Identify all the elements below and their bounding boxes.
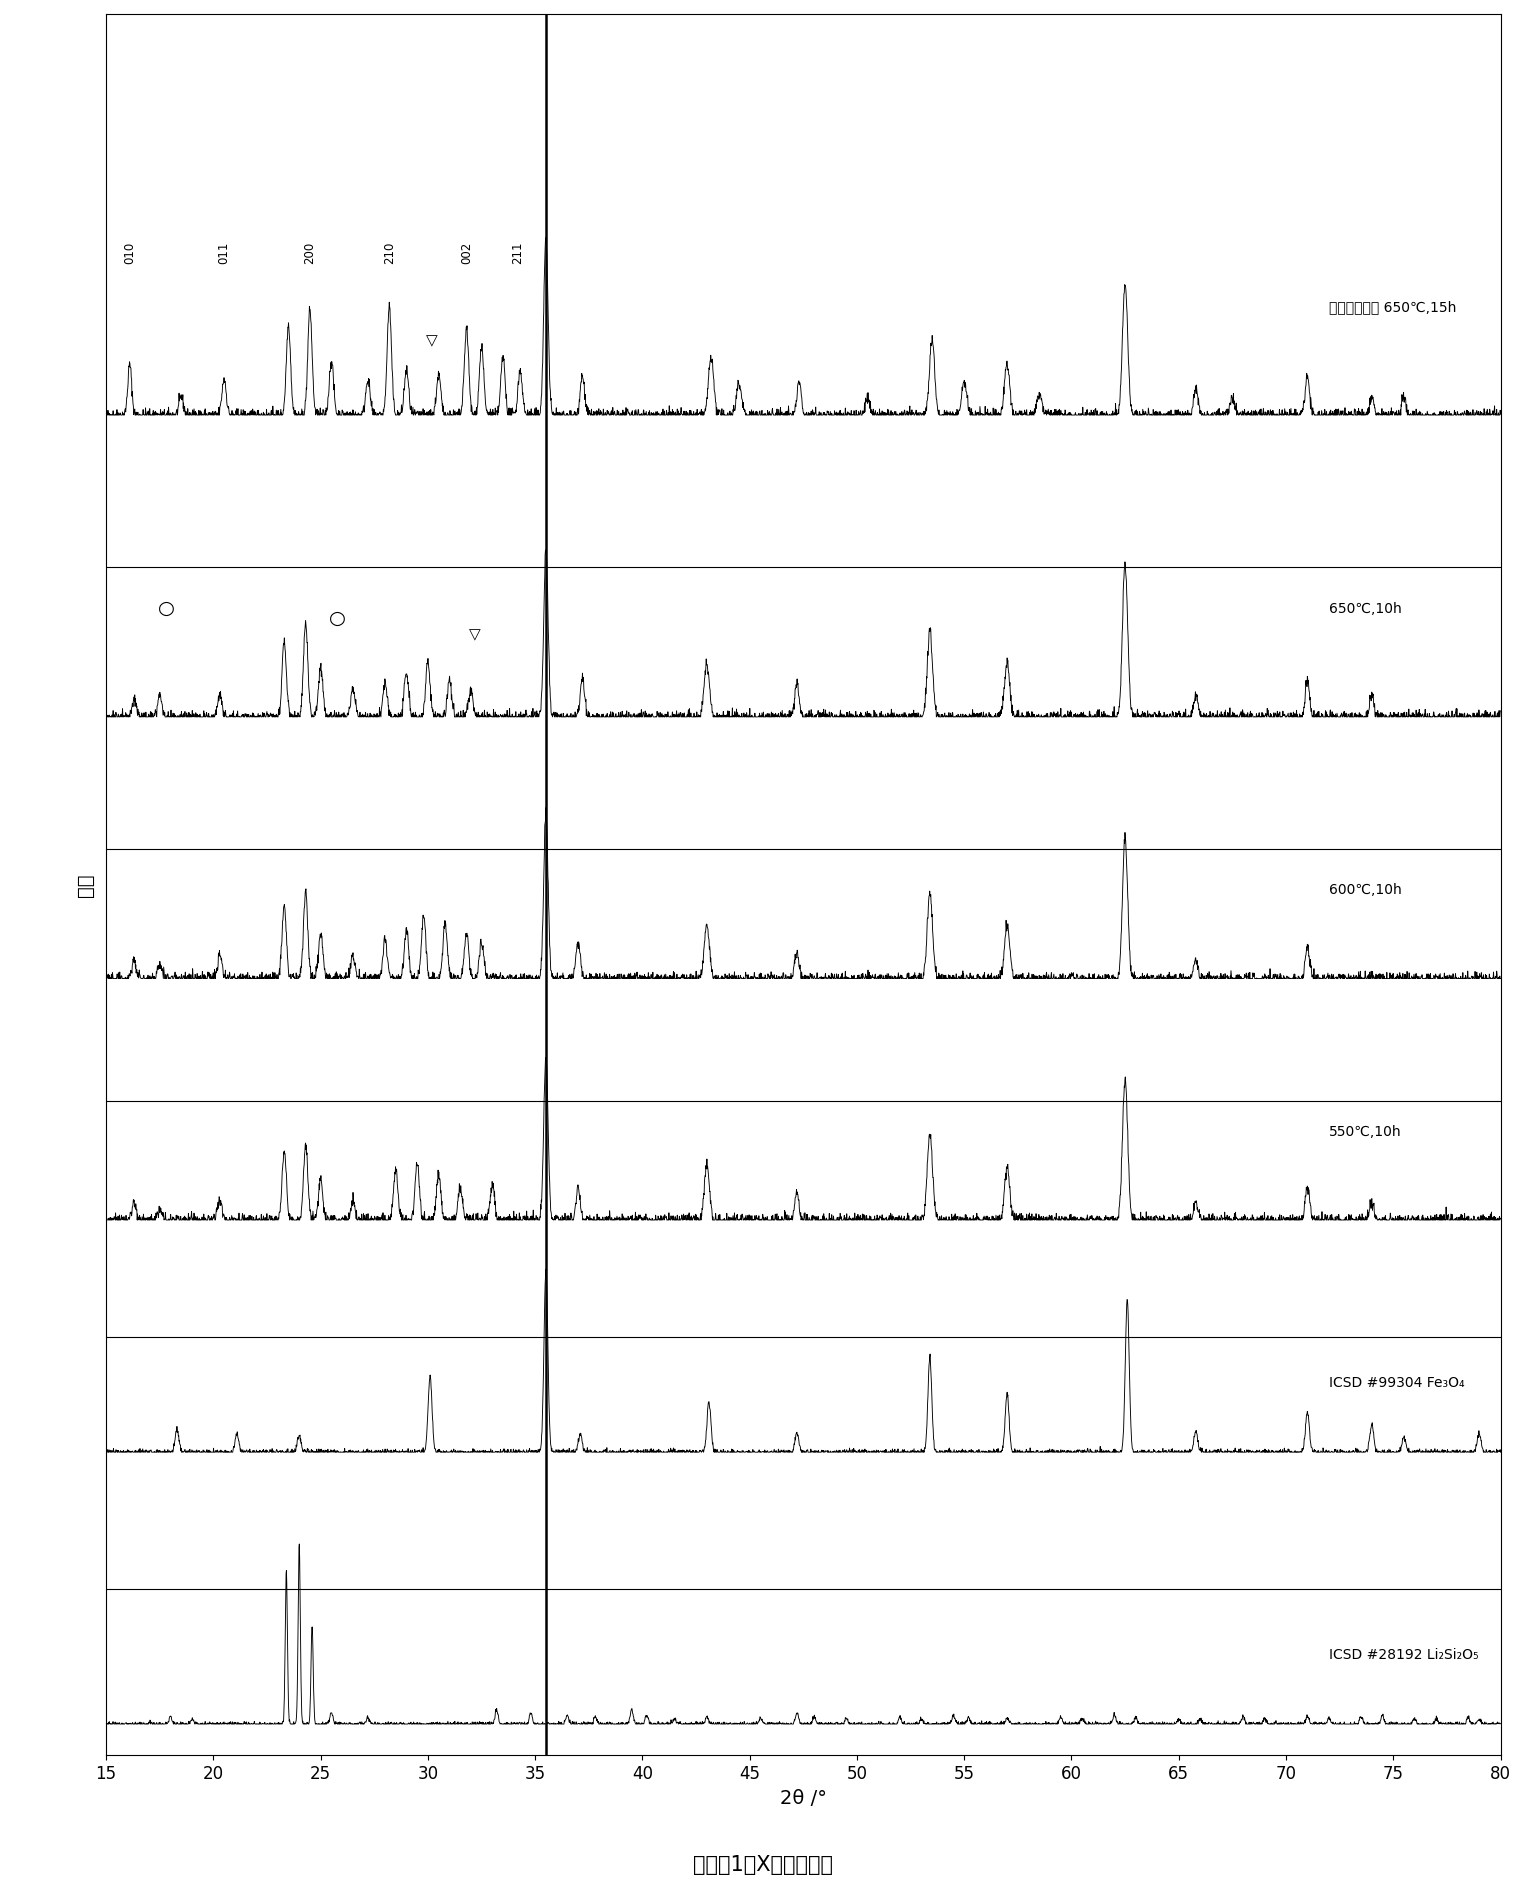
X-axis label: 2θ /°: 2θ /°: [780, 1788, 827, 1807]
Text: 011: 011: [218, 241, 230, 264]
Text: 010: 010: [124, 241, 136, 264]
Y-axis label: 强度: 强度: [76, 873, 95, 896]
Text: ▽: ▽: [468, 626, 481, 642]
Text: 650℃,10h: 650℃,10h: [1329, 602, 1402, 615]
Text: 550℃,10h: 550℃,10h: [1329, 1124, 1401, 1139]
Text: 最低烧结温度 650℃,15h: 最低烧结温度 650℃,15h: [1329, 300, 1456, 313]
Text: 210: 210: [383, 241, 395, 264]
Text: ICSD #28192 Li₂Si₂O₅: ICSD #28192 Li₂Si₂O₅: [1329, 1647, 1479, 1661]
Text: ○: ○: [330, 609, 346, 628]
Text: 600℃,10h: 600℃,10h: [1329, 883, 1402, 898]
Text: 002: 002: [459, 241, 473, 264]
Text: ICSD #99304 Fe₃O₄: ICSD #99304 Fe₃O₄: [1329, 1376, 1465, 1389]
Text: 211: 211: [511, 241, 525, 264]
Text: 200: 200: [304, 241, 316, 264]
Text: ○: ○: [157, 600, 174, 619]
Text: 比较例1的X射线衍射图: 比较例1的X射线衍射图: [693, 1854, 833, 1873]
Text: ▽: ▽: [426, 334, 438, 349]
